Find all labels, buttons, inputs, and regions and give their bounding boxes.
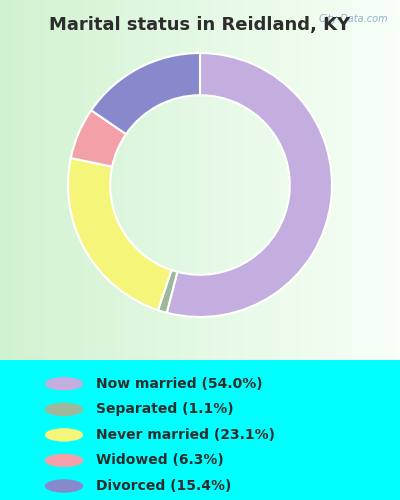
Text: Widowed (6.3%): Widowed (6.3%) — [96, 454, 224, 468]
Circle shape — [45, 377, 83, 390]
Text: Never married (23.1%): Never married (23.1%) — [96, 428, 275, 442]
Wedge shape — [158, 270, 177, 312]
Text: Divorced (15.4%): Divorced (15.4%) — [96, 479, 231, 493]
Wedge shape — [91, 53, 200, 134]
Text: City-Data.com: City-Data.com — [318, 14, 388, 24]
Circle shape — [45, 428, 83, 442]
Circle shape — [45, 402, 83, 416]
Text: Marital status in Reidland, KY: Marital status in Reidland, KY — [50, 16, 350, 34]
Circle shape — [45, 454, 83, 467]
Circle shape — [45, 480, 83, 492]
Wedge shape — [167, 53, 332, 317]
Text: Separated (1.1%): Separated (1.1%) — [96, 402, 234, 416]
Wedge shape — [71, 110, 126, 166]
Text: Now married (54.0%): Now married (54.0%) — [96, 377, 263, 391]
Wedge shape — [68, 158, 172, 310]
